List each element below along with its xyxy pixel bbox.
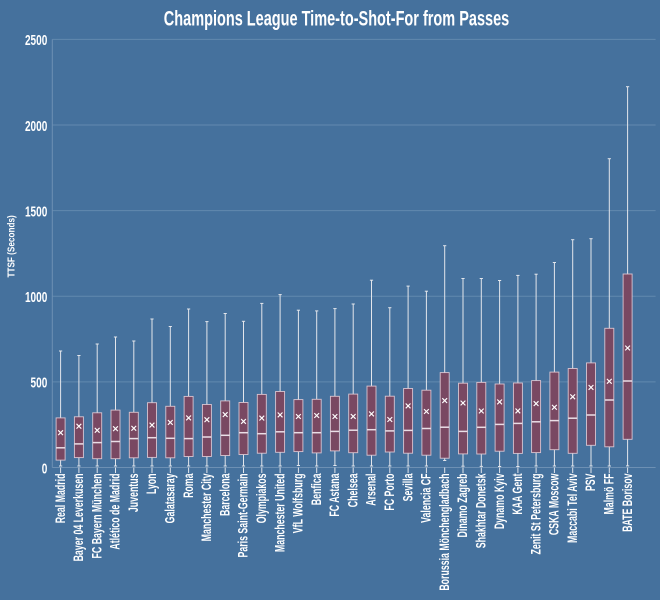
svg-text:Paris Saint-Germain: Paris Saint-Germain [237,473,251,557]
svg-text:Barcelona: Barcelona [219,473,233,516]
svg-text:Dinamo Zagreb: Dinamo Zagreb [457,473,471,537]
svg-text:Dynamo Kyiv: Dynamo Kyiv [493,473,507,529]
svg-text:Maccabi Tel Aviv: Maccabi Tel Aviv [566,473,580,543]
svg-text:Shakhtar Donetsk: Shakhtar Donetsk [475,473,489,548]
svg-text:Chelsea: Chelsea [347,473,361,507]
svg-text:Manchester City: Manchester City [200,473,214,541]
svg-text:Real Madrid: Real Madrid [54,473,68,523]
svg-text:Champions League Time-to-Shot-: Champions League Time-to-Shot-For from P… [164,6,509,31]
svg-text:CSKA Moscow: CSKA Moscow [548,473,562,535]
svg-text:Borussia Mönchengladbach: Borussia Mönchengladbach [438,473,452,590]
svg-text:1500: 1500 [25,202,47,220]
svg-text:TTSF (Seconds): TTSF (Seconds) [4,215,16,277]
svg-text:Atlético de Madrid: Atlético de Madrid [109,473,123,549]
svg-text:FC Porto: FC Porto [383,473,397,510]
svg-text:0: 0 [42,459,48,477]
svg-text:Bayer 04 Leverkusen: Bayer 04 Leverkusen [72,473,86,561]
svg-text:VfL Wolfsburg: VfL Wolfsburg [292,473,306,533]
svg-text:Olympiakos: Olympiakos [255,474,269,524]
svg-text:2500: 2500 [25,31,47,49]
svg-text:Manchester United: Manchester United [274,473,288,552]
svg-text:Lyon: Lyon [146,473,160,494]
svg-text:FC Bayern München: FC Bayern München [91,473,105,558]
svg-text:Juventus: Juventus [127,474,141,513]
svg-text:Sevilla: Sevilla [402,473,416,501]
svg-text:Malmö FF: Malmö FF [603,473,617,514]
svg-text:Galatasaray: Galatasaray [164,473,178,523]
svg-text:KAA Gent: KAA Gent [511,473,525,514]
svg-text:Arsenal: Arsenal [365,474,379,506]
svg-text:Valencia CF: Valencia CF [420,473,434,522]
svg-text:1000: 1000 [25,288,47,306]
svg-text:2000: 2000 [25,117,47,135]
svg-text:FC Astana: FC Astana [328,473,342,517]
svg-text:BATE Borisov: BATE Borisov [621,473,635,532]
svg-text:Roma: Roma [182,473,196,498]
svg-text:Zenit St Petersburg: Zenit St Petersburg [530,473,544,554]
svg-text:Benfica: Benfica [310,473,324,505]
svg-text:PSV: PSV [585,473,599,491]
svg-text:500: 500 [31,374,48,392]
